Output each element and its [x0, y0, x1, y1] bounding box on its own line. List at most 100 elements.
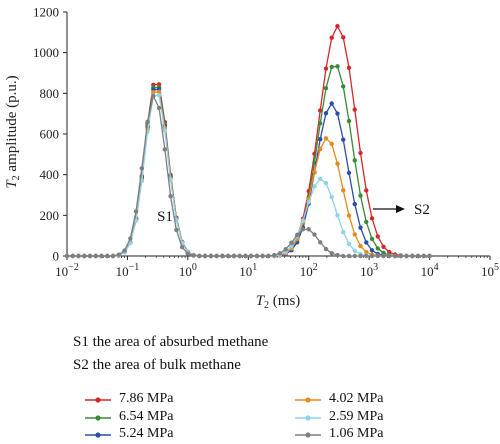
- data-point: [335, 161, 340, 166]
- series-line: [67, 24, 430, 257]
- data-point: [191, 253, 196, 258]
- data-point: [225, 253, 231, 259]
- data-point: [99, 253, 104, 259]
- legend-label: 6.54 MPa: [119, 409, 174, 424]
- data-point: [369, 236, 375, 242]
- data-point: [168, 177, 173, 183]
- data-point: [381, 253, 386, 259]
- data-point: [289, 244, 294, 249]
- data-point: [76, 253, 81, 259]
- s1-annotation: S1: [157, 209, 173, 225]
- data-point: [381, 244, 386, 249]
- data-point: [375, 246, 380, 251]
- y-axis-title: T2 amplitude (p.u.): [4, 75, 22, 188]
- x-tick-label: 100: [179, 262, 197, 279]
- data-point: [352, 158, 357, 163]
- data-point: [237, 253, 242, 259]
- data-point: [329, 250, 334, 256]
- legend-label: 4.02 MPa: [329, 391, 384, 406]
- series-5: [64, 93, 432, 259]
- data-point: [156, 89, 162, 95]
- data-point: [323, 66, 329, 71]
- y-tick-label: 800: [40, 86, 60, 101]
- data-point: [346, 65, 352, 71]
- data-point: [145, 119, 150, 124]
- x-axis-title: T2 (ms): [256, 293, 301, 311]
- legend-swatch: [85, 415, 111, 421]
- data-point: [341, 137, 346, 142]
- data-point: [105, 253, 110, 259]
- data-point: [202, 253, 208, 259]
- data-point: [369, 253, 375, 259]
- data-point: [364, 188, 369, 193]
- series-line: [67, 94, 430, 257]
- data-point: [248, 253, 254, 259]
- data-point: [335, 64, 340, 69]
- data-point: [323, 111, 329, 116]
- data-point: [122, 248, 127, 253]
- data-point: [329, 35, 334, 40]
- s2-annotation: S2: [414, 202, 430, 218]
- data-point: [306, 199, 311, 205]
- y-tick-label: 1000: [33, 45, 59, 60]
- y-tick-label: 200: [40, 208, 60, 223]
- y-tick-label: 600: [40, 127, 60, 142]
- data-point: [358, 243, 363, 249]
- data-point: [329, 101, 334, 106]
- data-point: [341, 84, 346, 89]
- data-point: [162, 147, 168, 152]
- data-point: [162, 128, 168, 133]
- data-point: [358, 150, 363, 156]
- series-layer: [64, 24, 432, 259]
- data-point: [364, 240, 369, 245]
- data-point: [156, 93, 162, 98]
- data-point: [346, 118, 352, 124]
- data-point: [341, 188, 346, 193]
- data-point: [174, 227, 179, 233]
- x-tick-label: 10−2: [55, 262, 79, 279]
- data-point: [341, 253, 346, 259]
- data-point: [346, 213, 352, 218]
- data-point: [312, 184, 317, 189]
- data-point: [398, 253, 403, 259]
- legend-swatch: [295, 415, 321, 421]
- data-point: [329, 194, 334, 200]
- data-point: [168, 194, 173, 199]
- x-axis-ticks: 10−2 10−1 100 101 102 103 104 105: [55, 256, 499, 279]
- data-point: [318, 146, 323, 152]
- data-point: [335, 24, 340, 29]
- legend-label: 1.06 MPa: [329, 426, 384, 441]
- data-point: [220, 253, 225, 259]
- x-tick-label: 103: [360, 262, 378, 279]
- data-point: [358, 253, 363, 259]
- legend-swatch: [295, 397, 321, 403]
- series-line: [67, 88, 430, 257]
- data-point: [341, 35, 346, 40]
- data-point: [214, 253, 219, 259]
- y-tick-label: 1200: [33, 5, 59, 20]
- data-point: [318, 136, 323, 142]
- data-point: [335, 252, 340, 258]
- data-point: [312, 169, 317, 175]
- series-line: [67, 94, 430, 257]
- data-point: [352, 107, 357, 112]
- legend-label: 5.24 MPa: [119, 426, 174, 441]
- s2-arrow-head: [396, 205, 405, 213]
- data-point: [369, 216, 375, 221]
- x-tick-label: 10−1: [116, 262, 140, 279]
- data-point: [318, 240, 323, 245]
- data-point: [318, 121, 323, 126]
- data-point: [179, 244, 185, 250]
- data-point: [156, 105, 162, 111]
- data-point: [82, 253, 87, 259]
- y-tick-label: 400: [40, 167, 60, 182]
- data-point: [364, 253, 369, 259]
- data-point: [404, 253, 409, 259]
- data-point: [352, 201, 357, 207]
- legend-label: 7.86 MPa: [119, 391, 174, 406]
- legend-swatch: [85, 397, 111, 403]
- data-point: [87, 253, 93, 259]
- data-point: [116, 252, 122, 257]
- data-point: [346, 241, 352, 247]
